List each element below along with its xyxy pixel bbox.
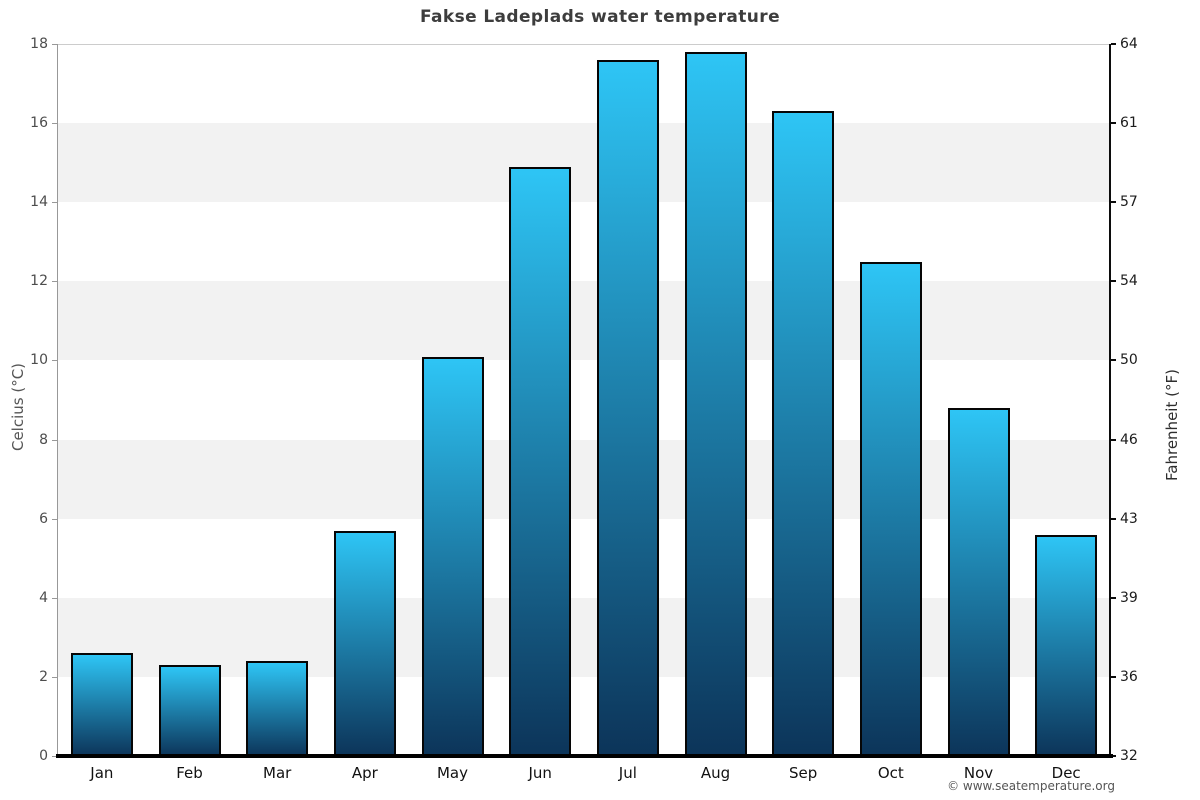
x-axis-label-may: May xyxy=(436,764,469,782)
y-tick-mark-left xyxy=(52,518,57,520)
y-axis-tick-fahrenheit: 36 xyxy=(1120,668,1138,685)
y-tick-mark-left xyxy=(52,281,57,283)
x-axis-label-jun: Jun xyxy=(528,764,552,782)
y-axis-tick-celsius: 12 xyxy=(30,273,48,290)
y-tick-mark-right xyxy=(1111,359,1116,362)
y-tick-mark-right xyxy=(1111,43,1116,45)
plot-band xyxy=(58,202,1110,282)
x-axis-label-jan: Jan xyxy=(90,764,114,782)
y-axis-line-left xyxy=(57,44,58,756)
plot-band xyxy=(58,597,1110,677)
bar-may xyxy=(421,356,484,756)
x-axis-label-nov: Nov xyxy=(963,764,994,782)
y-tick-mark-left xyxy=(52,360,57,362)
y-axis-tick-celsius: 4 xyxy=(39,589,48,606)
y-axis-tick-fahrenheit: 61 xyxy=(1120,115,1138,132)
y-axis-tick-celsius: 14 xyxy=(30,194,48,211)
y-axis-title-fahrenheit: Fahrenheit (°F) xyxy=(1163,369,1181,481)
y-axis-tick-fahrenheit: 57 xyxy=(1120,194,1138,211)
y-axis-tick-celsius: 6 xyxy=(39,510,48,527)
y-axis-tick-celsius: 0 xyxy=(39,748,48,764)
y-tick-mark-left xyxy=(52,756,57,757)
bar-dec xyxy=(1035,534,1098,756)
x-axis-label-sep: Sep xyxy=(789,764,818,782)
y-tick-mark-right xyxy=(1111,517,1116,520)
y-axis-line-right xyxy=(1109,44,1111,756)
bar-jan xyxy=(70,653,133,756)
x-axis-label-oct: Oct xyxy=(877,764,904,782)
y-axis-tick-fahrenheit: 64 xyxy=(1120,36,1138,52)
x-axis-label-mar: Mar xyxy=(263,764,292,782)
y-axis-tick-fahrenheit: 50 xyxy=(1120,352,1138,369)
y-tick-mark-left xyxy=(52,202,57,204)
plot-band xyxy=(58,44,1110,124)
plot-band xyxy=(58,360,1110,440)
y-tick-mark-right xyxy=(1111,280,1116,283)
y-tick-mark-left xyxy=(52,439,57,441)
y-tick-mark-left xyxy=(52,676,57,678)
x-axis-label-dec: Dec xyxy=(1051,764,1081,782)
bar-oct xyxy=(859,261,922,756)
bar-mar xyxy=(246,661,309,756)
y-tick-mark-right xyxy=(1111,201,1116,204)
y-axis-tick-celsius: 18 xyxy=(30,36,48,52)
y-axis-tick-fahrenheit: 46 xyxy=(1120,431,1138,448)
y-axis-tick-fahrenheit: 32 xyxy=(1120,748,1138,764)
y-tick-mark-right xyxy=(1111,675,1116,678)
x-axis-label-aug: Aug xyxy=(700,764,731,782)
y-tick-mark-left xyxy=(52,597,57,599)
y-tick-mark-left xyxy=(52,44,57,45)
x-axis-label-feb: Feb xyxy=(176,764,203,782)
plot-top-border xyxy=(58,44,1110,45)
x-axis-label-apr: Apr xyxy=(351,764,378,782)
plot-band xyxy=(58,123,1110,203)
plot-band xyxy=(58,518,1110,598)
bar-apr xyxy=(333,530,396,756)
bar-aug xyxy=(684,51,747,756)
attribution-text: © www.seatemperature.org xyxy=(947,779,1115,793)
plot-band xyxy=(58,281,1110,361)
y-axis-tick-celsius: 2 xyxy=(39,668,48,685)
plot-band xyxy=(58,676,1110,756)
y-axis-tick-fahrenheit: 39 xyxy=(1120,589,1138,606)
y-axis-tick-celsius: 16 xyxy=(30,115,48,132)
chart-title: Fakse Ladeplads water temperature xyxy=(419,7,781,27)
y-axis-tick-fahrenheit: 54 xyxy=(1120,273,1138,290)
bar-nov xyxy=(947,407,1010,756)
y-axis-tick-celsius: 8 xyxy=(39,431,48,448)
y-tick-mark-right xyxy=(1111,122,1116,125)
y-tick-mark-right xyxy=(1111,438,1116,441)
x-axis-label-jul: Jul xyxy=(618,764,637,782)
y-axis-tick-fahrenheit: 43 xyxy=(1120,510,1138,527)
y-axis-tick-celsius: 10 xyxy=(30,352,48,369)
y-tick-mark-right xyxy=(1111,755,1116,757)
plot-area xyxy=(58,44,1110,756)
y-tick-mark-left xyxy=(52,123,57,125)
plot-band xyxy=(58,439,1110,519)
x-axis-line xyxy=(56,754,1113,758)
y-tick-mark-right xyxy=(1111,596,1116,599)
bar-sep xyxy=(772,111,835,756)
bar-jul xyxy=(596,59,659,756)
bar-feb xyxy=(158,665,221,756)
bar-jun xyxy=(509,166,572,756)
